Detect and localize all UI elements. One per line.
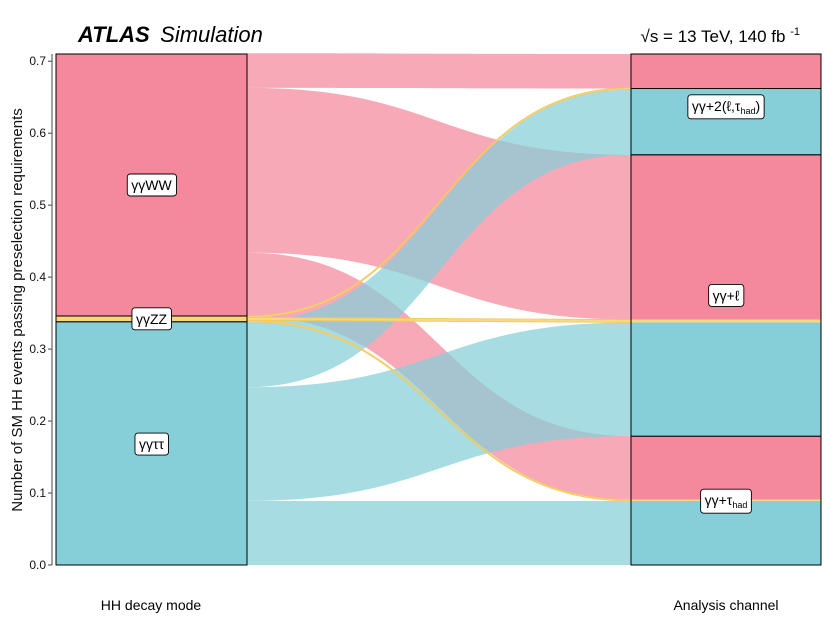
y-tick-label: 0.3 [29,342,46,356]
right-label-lep-box [708,284,745,307]
left-label-ww-box [126,173,177,197]
left-label-zz-text: γγZZ [136,311,168,327]
simulation-label: Simulation [160,22,263,47]
left-label-tautau-part: γγττ [139,436,165,452]
left-label-ww-text: γγWW [131,177,172,193]
right-label-tauhad-text: γγ+τhad [705,492,748,510]
y-axis-title: Number of SM HH events passing preselect… [9,108,26,512]
y-tick-label: 0.7 [29,54,46,68]
right-label-tauhad-part: had [732,500,747,510]
right-node-segment-zz [631,319,821,323]
right-label-lep: γγ+ℓ [708,284,745,307]
right-node-none [630,53,822,90]
y-tick-label: 0.4 [29,270,46,284]
left-label-zz: γγZZ [131,307,172,331]
right-label-two: γγ+2(ℓ,τhad) [687,94,765,120]
left-label-ww: γγWW [126,173,177,197]
lumi-superscript: -1 [790,26,800,38]
left-label-zz-box [131,307,172,331]
y-tick-label: 0.5 [29,198,46,212]
plot-header: ATLAS Simulation [77,22,263,47]
right-label-tauhad: γγ+τhad [700,488,752,514]
right-label-two-text: γγ+2(ℓ,τhad) [692,98,760,116]
left-label-tautau-box [134,432,169,456]
right-label-two-part: had [740,106,755,116]
right-label-tauhad-part: γγ+τ [705,492,733,508]
flow-ww-to-none [247,53,631,89]
left-label-tautau-text: γγττ [139,436,165,452]
flows-layer [246,53,632,565]
flow-tautau-to-two [247,89,631,388]
energy-text: √s = 13 TeV, 140 fb [641,27,786,46]
right-label-tauhad-box [700,488,752,514]
right-node-lep [630,154,822,437]
flow-tautau-to-tauhad [247,500,631,565]
left-label-tautau: γγττ [134,432,169,456]
right-axis-label: Analysis channel [673,597,778,613]
left-label-zz-part: γγZZ [136,311,168,327]
y-axis: 0.0 0.1 0.2 0.3 0.4 0.5 0.6 0.7 [29,54,53,572]
left-label-ww-part: γγWW [131,177,172,193]
y-tick-label: 0.2 [29,414,46,428]
y-tick-label: 0.0 [29,558,46,572]
atlas-label: ATLAS [77,22,150,47]
right-label-two-part: γγ+2(ℓ,τ [692,98,741,114]
right-node-segment-ww [631,54,821,89]
y-tick-label: 0.1 [29,486,46,500]
right-node-segment-tautau [631,322,821,437]
right-label-two-part: ) [755,98,760,114]
right-label-two-box [687,94,765,120]
right-label-lep-text: γγ+ℓ [713,287,740,303]
right-node-border-none [630,53,822,90]
right-label-lep-part: γγ+ℓ [713,287,740,303]
y-tick-label: 0.6 [29,126,46,140]
energy-lumi-label: √s = 13 TeV, 140 fb -1 [641,26,801,46]
left-axis-label: HH decay mode [101,597,202,613]
